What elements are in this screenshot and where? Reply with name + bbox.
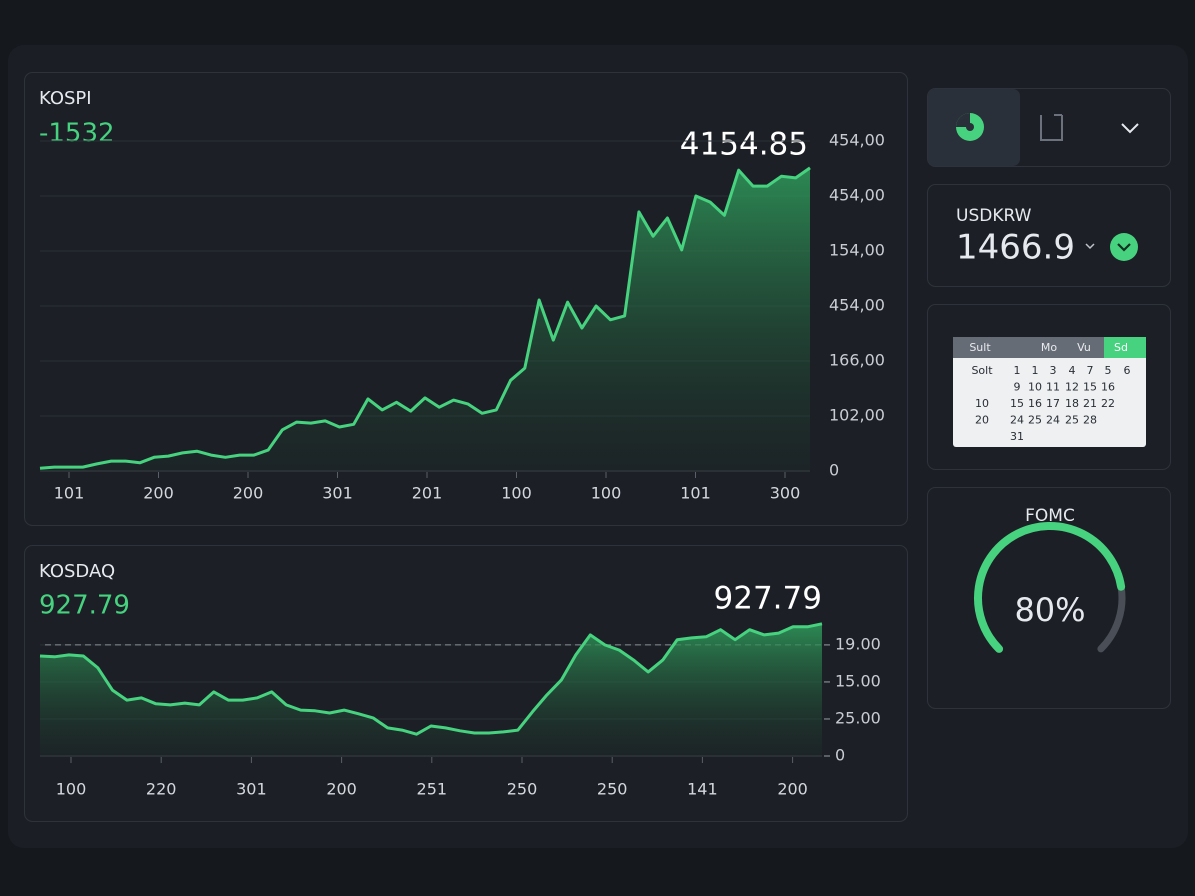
calendar-cell: 21 bbox=[1083, 397, 1097, 410]
y-tick-label: 0 bbox=[835, 746, 845, 765]
calendar-cell: 9 bbox=[1014, 381, 1021, 394]
calendar-cell: 28 bbox=[1083, 414, 1097, 427]
change-value: -1532 bbox=[39, 119, 115, 149]
gauge-value bbox=[974, 522, 1126, 653]
calendar-header-label: Mo bbox=[1041, 341, 1057, 354]
calendar-cell: 4 bbox=[1069, 364, 1076, 377]
x-tick-label: 301 bbox=[322, 484, 353, 503]
x-tick-label: 300 bbox=[770, 484, 801, 503]
last-value: 927.79 bbox=[714, 581, 822, 617]
calendar-cell: 1 bbox=[1014, 364, 1021, 377]
x-tick-label: 301 bbox=[236, 780, 267, 799]
x-tick-label: 141 bbox=[687, 780, 718, 799]
calendar-cell: 11 bbox=[1046, 381, 1060, 394]
usdkrw-label: USDKRW bbox=[956, 206, 1032, 226]
y-tick-label: 454,00 bbox=[829, 186, 885, 205]
calendar-cell: 10 bbox=[1028, 381, 1042, 394]
price-line bbox=[39, 166, 811, 470]
y-tick-label: 102,00 bbox=[829, 406, 885, 425]
y-tick-label: 19.00 bbox=[835, 634, 881, 653]
x-tick-label: 220 bbox=[146, 780, 177, 799]
calendar-cell: 1 bbox=[1032, 364, 1039, 377]
usdkrw-value: 1466.9 bbox=[956, 228, 1075, 268]
calendar-header-label: Sult bbox=[969, 341, 991, 354]
fomc-value: 80% bbox=[1014, 591, 1085, 629]
calendar-cell: 31 bbox=[1010, 430, 1024, 443]
calendar-cell: Solt bbox=[971, 364, 993, 377]
calendar-cell: 5 bbox=[1105, 364, 1112, 377]
calendar-cell: 16 bbox=[1028, 397, 1042, 410]
x-tick-label: 250 bbox=[597, 780, 628, 799]
calendar-cell: 7 bbox=[1087, 364, 1094, 377]
fomc-label: FOMC bbox=[1025, 506, 1075, 526]
calendar-cell: 15 bbox=[1010, 397, 1024, 410]
x-tick-label: 100 bbox=[591, 484, 622, 503]
y-tick-label: 0 bbox=[829, 461, 839, 480]
document-icon[interactable] bbox=[1040, 114, 1063, 141]
x-tick-label: 201 bbox=[412, 484, 443, 503]
small-chevron[interactable] bbox=[1085, 243, 1095, 250]
toggle-chevron bbox=[1117, 243, 1131, 252]
calendar-selected-day[interactable] bbox=[1104, 337, 1146, 358]
x-tick-label: 200 bbox=[233, 484, 264, 503]
gauge-track bbox=[1097, 583, 1126, 653]
x-tick-label: 101 bbox=[54, 484, 85, 503]
fomc-gauge bbox=[974, 522, 1126, 653]
price-line bbox=[39, 622, 823, 736]
x-tick-label: 250 bbox=[507, 780, 538, 799]
pie-icon[interactable] bbox=[956, 113, 984, 141]
x-tick-label: 200 bbox=[143, 484, 174, 503]
toggle-button[interactable] bbox=[1110, 233, 1138, 261]
x-tick-label: 200 bbox=[326, 780, 357, 799]
calendar-header bbox=[953, 337, 1146, 358]
y-tick-label: 154,00 bbox=[829, 241, 885, 260]
calendar-cell: 3 bbox=[1050, 364, 1057, 377]
calendar-cell: 15 bbox=[1083, 381, 1097, 394]
fomc-card bbox=[927, 487, 1171, 709]
calendar-cell: 17 bbox=[1046, 397, 1060, 410]
x-tick-label: 100 bbox=[501, 484, 532, 503]
x-tick-label: 101 bbox=[680, 484, 711, 503]
calendar-header-label: Sd bbox=[1114, 341, 1128, 354]
calendar-cell: 6 bbox=[1124, 364, 1131, 377]
calendar-cell: 25 bbox=[1028, 414, 1042, 427]
calendar-cell: 12 bbox=[1065, 381, 1079, 394]
calendar-cell: 24 bbox=[1010, 414, 1024, 427]
change-value: 927.79 bbox=[39, 591, 130, 621]
area-fill bbox=[40, 167, 810, 471]
y-tick-label: 454,00 bbox=[829, 131, 885, 150]
x-tick-label: 251 bbox=[417, 780, 448, 799]
chart-title: KOSDAQ bbox=[39, 561, 115, 582]
calendar-cell: 25 bbox=[1065, 414, 1079, 427]
calendar-cell: 18 bbox=[1065, 397, 1079, 410]
chart-title: KOSPI bbox=[39, 88, 92, 109]
y-tick-label: 166,00 bbox=[829, 351, 885, 370]
calendar-cell: 24 bbox=[1046, 414, 1060, 427]
x-tick-label: 100 bbox=[56, 780, 87, 799]
y-tick-label: 15.00 bbox=[835, 671, 881, 690]
y-tick-label: 25.00 bbox=[835, 708, 881, 727]
dropdown-chevron[interactable] bbox=[1121, 123, 1139, 134]
calendar bbox=[953, 337, 1146, 447]
calendar-cell: 10 bbox=[975, 397, 989, 410]
calendar-cell: 16 bbox=[1101, 381, 1115, 394]
last-value: 4154.85 bbox=[680, 127, 808, 163]
x-tick-label: 200 bbox=[777, 780, 808, 799]
calendar-cell: 22 bbox=[1101, 397, 1115, 410]
usdkrw-card bbox=[927, 184, 1171, 287]
calendar-cell: 20 bbox=[975, 414, 989, 427]
y-tick-label: 454,00 bbox=[829, 296, 885, 315]
calendar-header-label: Vu bbox=[1077, 341, 1091, 354]
